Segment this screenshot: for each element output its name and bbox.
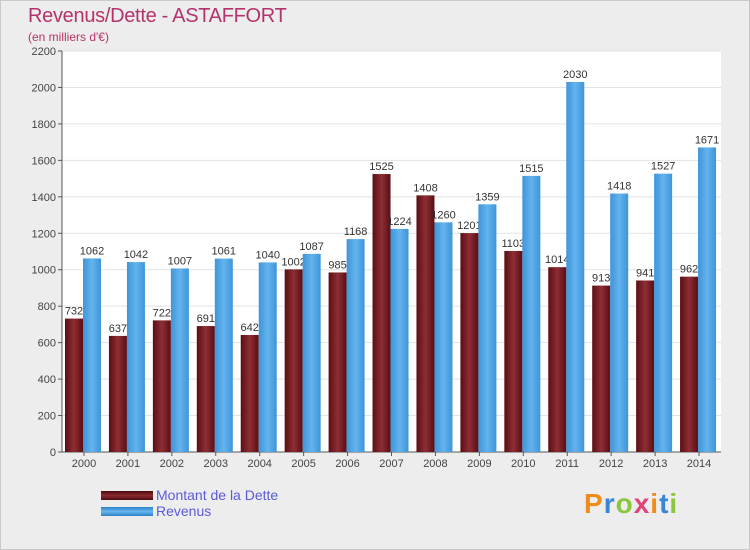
data-label-revenus: 1062 (80, 245, 104, 257)
x-tick-label: 2003 (204, 458, 228, 470)
data-label-dette: 637 (109, 323, 127, 335)
bar-revenus (478, 204, 497, 452)
y-tick-label: 1400 (32, 192, 56, 204)
bar-revenus (566, 81, 585, 453)
y-tick-label: 0 (50, 447, 56, 459)
bar-revenus (258, 262, 277, 452)
bar-dette (460, 233, 479, 452)
y-tick-label: 2200 (32, 46, 56, 58)
legend-label-dette: Montant de la Dette (156, 487, 279, 503)
proxiti-logo: Proxiti (584, 488, 679, 519)
data-label-dette: 1014 (545, 254, 569, 266)
legend: Montant de la Dette Revenus (101, 487, 278, 519)
x-tick-label: 2012 (599, 458, 623, 470)
x-tick-label: 2010 (511, 458, 535, 470)
bar-dette (152, 320, 171, 452)
bar-dette (328, 272, 347, 452)
y-tick-label: 800 (38, 301, 56, 313)
x-tick-label: 2007 (379, 458, 403, 470)
bar-dette (416, 195, 435, 453)
data-label-revenus: 1040 (255, 249, 279, 261)
data-label-revenus: 1527 (651, 161, 675, 173)
y-tick-label: 400 (38, 374, 56, 386)
y-tick-label: 200 (38, 411, 56, 423)
bar-revenus (522, 175, 541, 452)
bar-dette (504, 250, 523, 452)
x-tick-label: 2006 (335, 458, 359, 470)
y-tick-label: 1000 (32, 265, 56, 277)
bar-dette (196, 326, 215, 452)
bar-revenus (434, 222, 453, 452)
bar-revenus (698, 147, 717, 452)
x-tick-label: 2008 (423, 458, 447, 470)
x-tick-label: 2013 (643, 458, 667, 470)
bar-dette (548, 267, 567, 452)
bar-dette (240, 334, 259, 452)
bar-revenus (346, 239, 365, 452)
chart-title: Revenus/Dette - ASTAFFORT (28, 5, 287, 27)
bar-dette (680, 276, 699, 452)
x-tick-label: 2000 (72, 458, 96, 470)
x-tick-label: 2001 (116, 458, 140, 470)
bar-dette (108, 335, 127, 452)
data-label-dette: 732 (65, 306, 83, 318)
y-tick-label: 600 (38, 338, 56, 350)
bar-revenus (170, 268, 189, 452)
data-label-revenus: 1042 (124, 249, 148, 261)
chart-subtitle: (en milliers d'€) (28, 30, 109, 44)
bar-dette (284, 269, 303, 452)
legend-swatch-dette (101, 490, 153, 500)
data-label-revenus: 1515 (519, 163, 543, 175)
x-tick-label: 2005 (291, 458, 315, 470)
data-label-dette: 1525 (369, 161, 393, 173)
data-label-dette: 722 (153, 307, 171, 319)
bar-revenus (214, 258, 233, 452)
data-label-dette: 691 (197, 313, 215, 325)
data-label-revenus: 1260 (431, 209, 455, 221)
data-label-revenus: 1168 (344, 226, 368, 238)
bar-revenus (126, 262, 145, 452)
y-tick-label: 2000 (32, 82, 56, 94)
bar-revenus (83, 258, 101, 452)
bar-dette (372, 174, 391, 452)
x-tick-label: 2004 (247, 458, 271, 470)
bar-revenus (390, 228, 409, 452)
data-label-dette: 985 (328, 259, 346, 271)
data-label-dette: 1201 (457, 220, 481, 232)
x-tick-label: 2009 (467, 458, 491, 470)
x-tick-label: 2011 (555, 458, 579, 470)
data-label-revenus: 2030 (563, 69, 587, 81)
data-label-revenus: 1671 (695, 134, 719, 146)
data-label-dette: 1103 (502, 238, 526, 250)
bar-revenus (654, 173, 673, 452)
data-label-revenus: 1418 (607, 181, 631, 193)
bar-dette (636, 280, 655, 452)
data-label-dette: 913 (592, 273, 610, 285)
legend-item-dette: Montant de la Dette (101, 487, 278, 503)
data-label-revenus: 1007 (168, 255, 192, 267)
bar-dette (65, 318, 83, 452)
x-tick-label: 2002 (160, 458, 184, 470)
data-label-dette: 642 (241, 322, 259, 334)
data-label-dette: 1002 (281, 256, 305, 268)
bar-dette (592, 285, 611, 452)
data-label-dette: 962 (680, 264, 698, 276)
y-tick-label: 1800 (32, 119, 56, 131)
data-label-revenus: 1224 (387, 216, 411, 228)
legend-swatch-revenus (101, 506, 153, 516)
data-label-revenus: 1061 (212, 246, 236, 258)
data-label-dette: 1408 (413, 182, 437, 194)
bar-revenus (610, 193, 629, 452)
data-label-revenus: 1359 (475, 191, 499, 203)
data-label-revenus: 1087 (299, 241, 323, 253)
data-label-dette: 941 (636, 267, 654, 279)
bar-revenus (302, 253, 321, 452)
x-tick-label: 2014 (687, 458, 711, 470)
legend-item-revenus: Revenus (101, 503, 278, 519)
y-tick-label: 1200 (32, 228, 56, 240)
y-tick-label: 1600 (32, 155, 56, 167)
legend-label-revenus: Revenus (156, 503, 212, 519)
